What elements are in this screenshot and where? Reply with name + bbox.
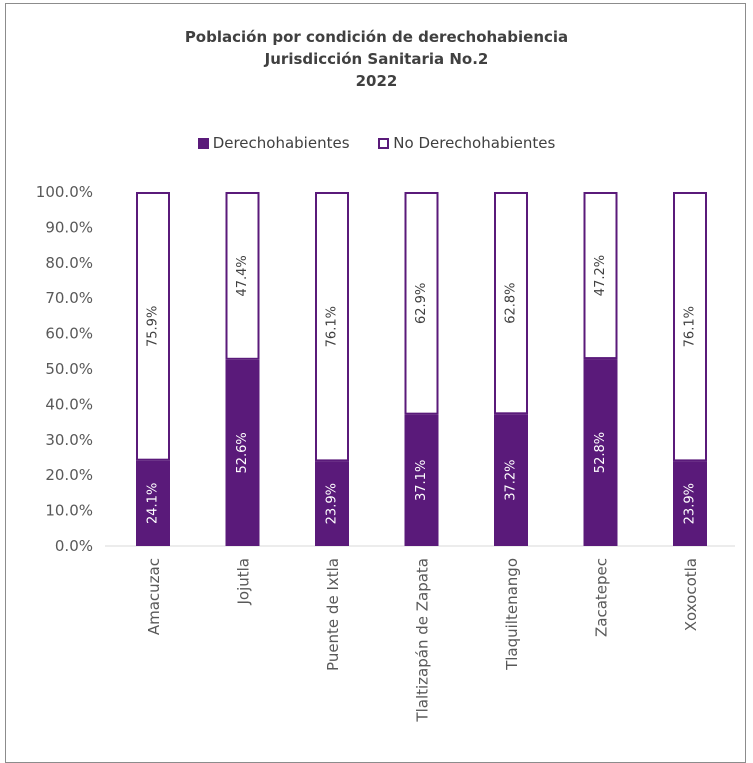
- x-category-label: Amacuzac: [145, 558, 163, 635]
- bar-derechohabientes: [315, 461, 349, 546]
- data-label-derechohabientes: 52.6%: [235, 432, 250, 473]
- bar-no-derechohabientes: [136, 192, 170, 461]
- data-label-derechohabientes: 23.9%: [325, 483, 340, 524]
- chart-title: Población por condición de derechohabien…: [184, 28, 569, 46]
- bar-no-derechohabientes: [404, 192, 439, 415]
- data-label-derechohabientes: 37.2%: [504, 459, 519, 500]
- chart-subtitle: Jurisdicción Sanitaria No.2: [264, 50, 489, 68]
- legend-item-derechohabientes: Derechohabientes: [197, 134, 350, 152]
- chart-year: 2022: [355, 72, 398, 90]
- x-category-label: Tlaquiltenango: [503, 558, 521, 671]
- x-category-label: Xoxocotla: [682, 558, 700, 631]
- bar-no-derechohabientes: [225, 192, 260, 360]
- data-label-no-derechohabientes: 76.1%: [683, 306, 698, 347]
- bar-derechohabientes: [494, 414, 528, 546]
- bar-no-derechohabientes: [673, 192, 707, 462]
- y-tick-label: 10.0%: [45, 502, 93, 520]
- x-category-label: Zacatepec: [593, 558, 611, 637]
- legend: Derechohabientes No Derechohabientes: [6, 134, 747, 153]
- data-label-no-derechohabientes: 62.9%: [414, 283, 429, 324]
- y-tick-label: 60.0%: [45, 325, 93, 343]
- data-label-no-derechohabientes: 75.9%: [146, 306, 161, 347]
- x-category-label: Jojutla: [235, 558, 253, 606]
- bar-no-derechohabientes: [315, 192, 349, 462]
- bar-derechohabientes: [225, 359, 260, 546]
- data-label-no-derechohabientes: 47.2%: [593, 255, 608, 296]
- legend-swatch-filled: [197, 137, 209, 149]
- data-label-derechohabientes: 23.9%: [683, 483, 698, 524]
- legend-swatch-hollow: [378, 137, 390, 149]
- bar-derechohabientes: [136, 460, 170, 546]
- legend-label-no-derechohabientes: No Derechohabientes: [393, 134, 556, 152]
- y-tick-label: 0.0%: [55, 537, 93, 555]
- data-label-derechohabientes: 52.8%: [593, 432, 608, 473]
- y-tick-label: 80.0%: [45, 254, 93, 272]
- bar-derechohabientes: [673, 461, 707, 546]
- bar-no-derechohabientes: [494, 192, 528, 415]
- data-label-derechohabientes: 37.1%: [414, 460, 429, 501]
- y-tick-label: 90.0%: [45, 218, 93, 236]
- data-label-no-derechohabientes: 76.1%: [325, 306, 340, 347]
- y-tick-label: 100.0%: [36, 183, 93, 201]
- y-tick-label: 20.0%: [45, 466, 93, 484]
- x-category-label: Puente de Ixtla: [324, 558, 342, 671]
- legend-label-derechohabientes: Derechohabientes: [212, 134, 350, 152]
- legend-item-no-derechohabientes: No Derechohabientes: [378, 134, 555, 152]
- bar-derechohabientes: [404, 414, 439, 546]
- y-tick-label: 50.0%: [45, 360, 93, 378]
- chart-title-block: Población por condición de derechohabien…: [6, 26, 747, 92]
- x-category-label: Tlaltizapán de Zapata: [414, 558, 432, 723]
- data-label-no-derechohabientes: 47.4%: [235, 255, 250, 296]
- bar-derechohabientes: [583, 359, 618, 546]
- data-label-no-derechohabientes: 62.8%: [504, 282, 519, 323]
- y-tick-label: 30.0%: [45, 431, 93, 449]
- chart-frame: Población por condición de derechohabien…: [5, 3, 746, 763]
- y-tick-label: 40.0%: [45, 395, 93, 413]
- bar-no-derechohabientes: [583, 192, 618, 360]
- y-tick-label: 70.0%: [45, 289, 93, 307]
- data-label-derechohabientes: 24.1%: [146, 483, 161, 524]
